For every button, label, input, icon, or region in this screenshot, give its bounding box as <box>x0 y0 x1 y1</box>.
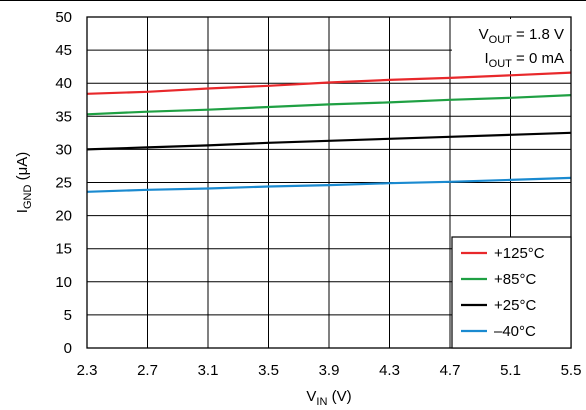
y-tick-label: 5 <box>64 307 72 324</box>
series-line-3 <box>86 176 572 193</box>
condition-annotation: IOUT = 0 mA <box>484 50 564 70</box>
x-tick-label: 5.1 <box>500 362 521 379</box>
series-line-2 <box>86 131 572 151</box>
x-tick-label: 3.5 <box>258 362 279 379</box>
series-line-1 <box>86 94 572 116</box>
legend-label: +25°C <box>494 297 536 314</box>
x-tick-label: 4.7 <box>440 362 461 379</box>
series-line-0 <box>86 71 572 95</box>
y-tick-label: 15 <box>55 241 72 258</box>
x-tick-label: 4.3 <box>379 362 400 379</box>
y-tick-label: 30 <box>55 141 72 158</box>
legend-label: –40°C <box>494 323 536 340</box>
legend-label: +85°C <box>494 271 536 288</box>
y-tick-label: 40 <box>55 75 72 92</box>
top-rule <box>0 0 586 1</box>
y-tick-label: 50 <box>55 9 72 26</box>
y-tick-label: 0 <box>64 340 72 357</box>
legend <box>451 236 572 349</box>
y-tick-label: 20 <box>55 208 72 225</box>
condition-annotation: VOUT = 1.8 V <box>479 26 564 46</box>
x-tick-label: 3.1 <box>198 362 219 379</box>
plot-frame <box>86 16 572 349</box>
x-tick-label: 2.3 <box>77 362 98 379</box>
y-tick-label: 25 <box>55 175 72 192</box>
y-tick-label: 45 <box>55 42 72 59</box>
legend-label: +125°C <box>494 245 545 262</box>
annotation-box <box>452 19 570 71</box>
y-axis-label: IGND (μA) <box>14 152 34 213</box>
x-tick-label: 5.5 <box>561 362 582 379</box>
x-axis-label: VIN (V) <box>306 388 351 408</box>
x-tick-label: 3.9 <box>319 362 340 379</box>
x-tick-label: 2.7 <box>137 362 158 379</box>
y-tick-label: 10 <box>55 274 72 291</box>
y-tick-label: 35 <box>55 108 72 125</box>
